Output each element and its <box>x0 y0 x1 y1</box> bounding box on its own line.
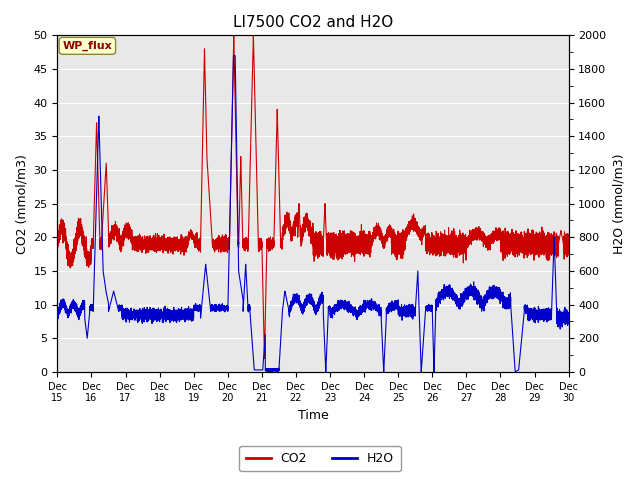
Y-axis label: CO2 (mmol/m3): CO2 (mmol/m3) <box>15 154 28 253</box>
X-axis label: Time: Time <box>298 409 328 422</box>
Legend: CO2, H2O: CO2, H2O <box>239 446 401 471</box>
Title: LI7500 CO2 and H2O: LI7500 CO2 and H2O <box>233 15 393 30</box>
Text: WP_flux: WP_flux <box>63 41 112 51</box>
Y-axis label: H2O (mmol/m3): H2O (mmol/m3) <box>612 154 625 254</box>
